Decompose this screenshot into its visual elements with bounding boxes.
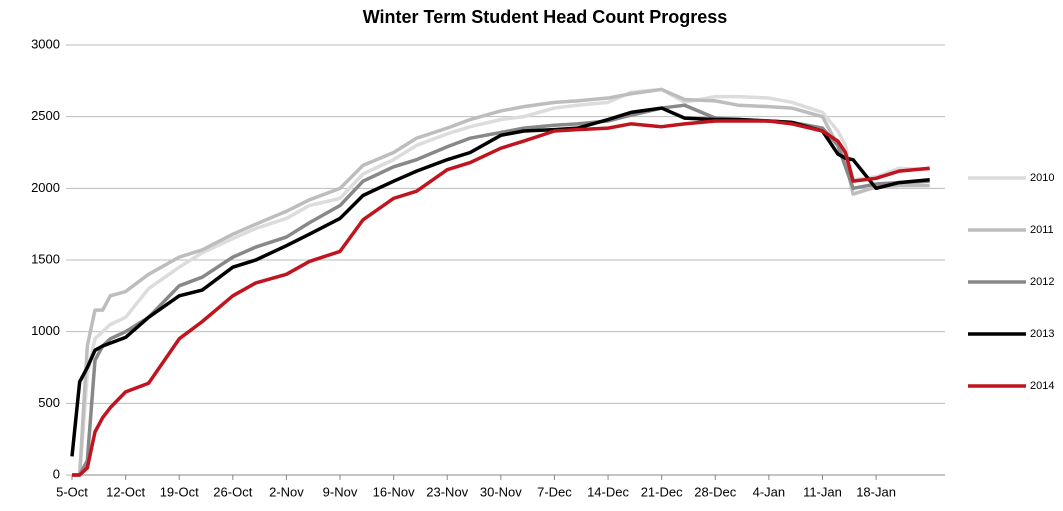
legend-label: 2011 [1030, 224, 1054, 236]
x-tick-label: 5-Oct [56, 484, 88, 499]
chart-title: Winter Term Student Head Count Progress [363, 7, 728, 27]
x-tick-label: 21-Dec [641, 484, 683, 499]
y-tick-label: 0 [53, 466, 60, 481]
series-line [70, 106, 930, 457]
x-tick-label: 30-Nov [480, 484, 522, 499]
y-tick-label: 500 [38, 395, 60, 410]
legend-label: 2013 [1030, 328, 1054, 340]
series-line [72, 119, 930, 477]
x-tick-label: 7-Dec [537, 484, 572, 499]
x-tick-label: 2-Nov [269, 484, 304, 499]
y-tick-label: 2000 [31, 180, 60, 195]
x-tick-label: 14-Dec [587, 484, 629, 499]
series-line [72, 87, 930, 477]
y-tick-label: 3000 [31, 36, 60, 51]
x-tick-label: 26-Oct [213, 484, 252, 499]
legend-label: 2012 [1030, 276, 1054, 288]
series-line [72, 103, 930, 477]
x-tick-label: 4-Jan [753, 484, 786, 499]
x-tick-label: 12-Oct [106, 484, 145, 499]
legend-label: 2010 [1030, 172, 1054, 184]
x-tick-label: 9-Nov [323, 484, 358, 499]
y-tick-label: 2500 [31, 108, 60, 123]
y-tick-label: 1500 [31, 251, 60, 266]
x-tick-label: 28-Dec [694, 484, 736, 499]
x-tick-label: 16-Nov [373, 484, 415, 499]
series-line [72, 87, 930, 477]
y-tick-label: 1000 [31, 323, 60, 338]
x-tick-label: 18-Jan [856, 484, 896, 499]
legend-label: 2014 [1030, 380, 1054, 392]
x-tick-label: 19-Oct [160, 484, 199, 499]
x-tick-label: 11-Jan [803, 484, 842, 499]
x-tick-label: 23-Nov [426, 484, 468, 499]
